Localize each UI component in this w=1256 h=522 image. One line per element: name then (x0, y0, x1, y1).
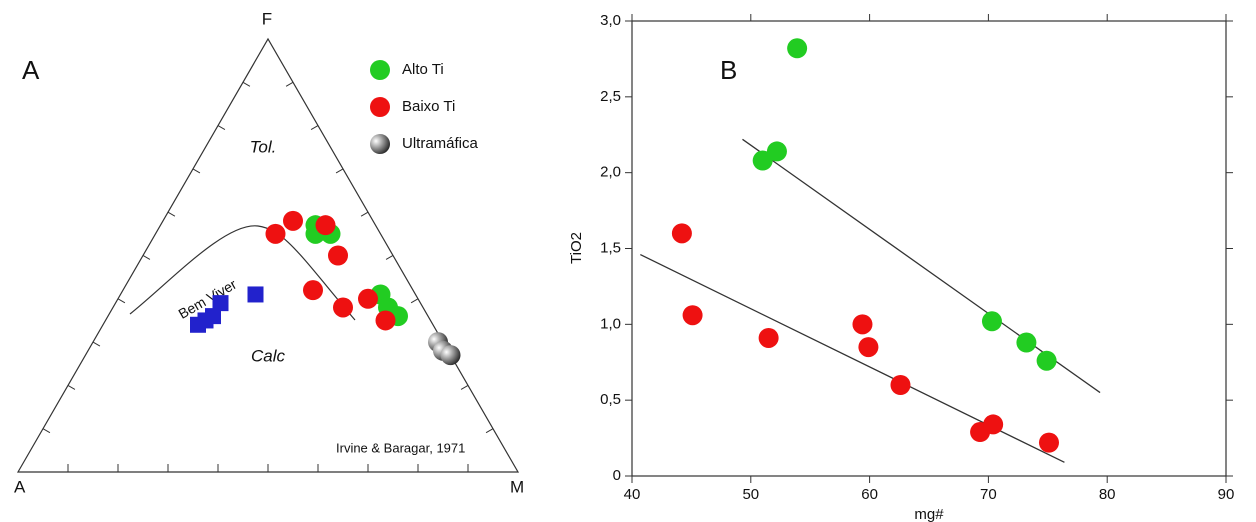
tick-mark (285, 81, 294, 87)
data-point (370, 134, 390, 154)
data-point (1036, 350, 1057, 371)
tick-mark (310, 125, 319, 131)
tick-mark (192, 168, 201, 174)
data-point (283, 210, 303, 231)
vertex-label: F (262, 9, 272, 28)
data-point (671, 223, 692, 244)
data-point (205, 308, 221, 325)
y-tick-label: 3,0 (600, 12, 621, 29)
data-point (375, 310, 396, 331)
tick-mark (335, 168, 344, 174)
vertex-label: M (510, 477, 524, 496)
data-point (890, 375, 911, 395)
tick-mark (67, 384, 76, 390)
tick-mark (142, 255, 151, 260)
data-point (852, 314, 873, 335)
legend-label: Alto Ti (402, 61, 444, 78)
vertex-label: A (14, 477, 26, 496)
panel-label: A (22, 55, 40, 85)
data-point (315, 215, 336, 236)
y-tick-label: 0 (613, 467, 621, 484)
tick-mark (360, 211, 369, 217)
tick-mark (117, 298, 126, 304)
legend-label: Ultramáfica (402, 135, 479, 152)
y-tick-label: 2,0 (600, 164, 621, 181)
data-point (370, 97, 390, 117)
data-point (983, 414, 1004, 435)
panel-label: B (720, 55, 737, 85)
tick-mark (485, 428, 494, 434)
data-point (1016, 332, 1037, 353)
data-point (440, 345, 461, 366)
y-tick-label: 1,0 (600, 315, 621, 332)
tick-mark (242, 81, 251, 87)
data-point (682, 305, 703, 326)
data-point (858, 337, 879, 358)
y-tick-label: 1,5 (600, 239, 621, 256)
data-point (766, 141, 787, 162)
data-point (752, 150, 773, 171)
x-tick-label: 70 (980, 486, 997, 503)
data-point (758, 327, 779, 348)
x-tick-label: 40 (624, 486, 641, 503)
x-tick-label: 50 (742, 486, 759, 503)
tick-mark (460, 384, 469, 390)
data-point (1038, 432, 1059, 453)
tick-mark (385, 255, 394, 260)
y-axis-label: TiO2 (568, 232, 585, 264)
tick-mark (167, 211, 176, 217)
boundary-curve (129, 225, 356, 321)
x-tick-label: 90 (1218, 486, 1235, 503)
trend-line (742, 138, 1101, 394)
data-point (333, 297, 353, 318)
data-point (212, 295, 229, 312)
data-point (303, 280, 323, 301)
tick-mark (42, 428, 51, 434)
source-note: Irvine & Baragar, 1971 (336, 440, 465, 455)
legend-label: Baixo Ti (402, 98, 455, 115)
field-label: Tol. (250, 137, 277, 156)
y-tick-label: 2,5 (600, 88, 621, 105)
data-point (265, 223, 286, 244)
x-tick-label: 60 (861, 486, 878, 503)
x-axis-label: mg# (914, 506, 944, 522)
data-point (247, 286, 264, 303)
tick-mark (92, 341, 101, 347)
data-point (787, 38, 808, 59)
y-tick-label: 0,5 (600, 391, 621, 408)
data-point (328, 245, 348, 266)
field-label: Calc (251, 346, 286, 365)
x-tick-label: 80 (1099, 486, 1116, 503)
plot-frame (631, 20, 1227, 477)
tick-mark (217, 125, 226, 131)
data-point (358, 288, 378, 309)
trend-line (640, 253, 1065, 463)
tick-mark (410, 298, 419, 304)
data-point (370, 60, 390, 80)
data-point (981, 311, 1002, 332)
